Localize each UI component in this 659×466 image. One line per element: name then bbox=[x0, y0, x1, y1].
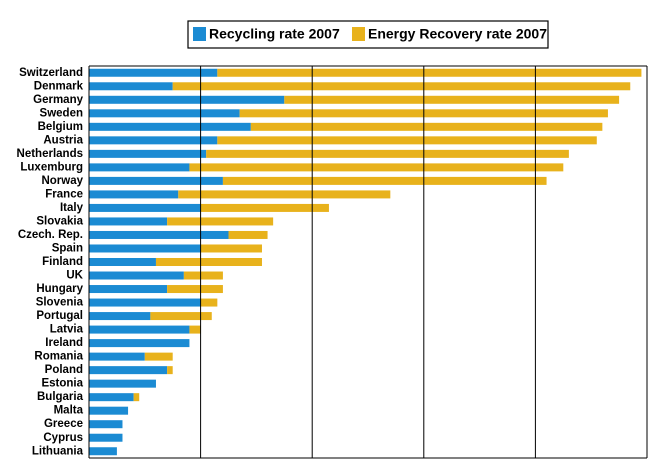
y-tick-label: Austria bbox=[43, 134, 83, 146]
legend-label: Recycling rate 2007 bbox=[209, 26, 340, 42]
bar bbox=[89, 433, 123, 442]
bar bbox=[89, 258, 156, 266]
bar bbox=[89, 298, 201, 307]
y-tick-label: Netherlands bbox=[17, 148, 83, 160]
y-tick-label: Romania bbox=[34, 351, 83, 363]
bar bbox=[89, 163, 190, 172]
bar bbox=[155, 258, 262, 266]
bar bbox=[89, 217, 168, 226]
y-tick-label: Greece bbox=[44, 418, 83, 430]
bar bbox=[200, 298, 218, 307]
bar bbox=[217, 136, 597, 145]
bar bbox=[89, 244, 201, 253]
y-tick-label: Belgium bbox=[38, 121, 83, 133]
y-tick-label: Malta bbox=[54, 405, 84, 417]
bar bbox=[250, 122, 603, 131]
bar bbox=[89, 176, 223, 185]
bar bbox=[89, 230, 229, 239]
bar bbox=[89, 420, 123, 429]
legend-swatch bbox=[352, 27, 365, 41]
y-tick-label: Slovenia bbox=[36, 297, 84, 309]
bar bbox=[89, 366, 168, 375]
y-tick-label: Ireland bbox=[45, 337, 83, 349]
legend-label: Energy Recovery rate 2007 bbox=[368, 26, 547, 42]
bar bbox=[150, 312, 212, 321]
bar bbox=[222, 176, 547, 185]
y-tick-label: France bbox=[45, 188, 83, 200]
y-tick-label: Switzerland bbox=[19, 67, 83, 79]
bar bbox=[206, 149, 569, 158]
legend-box bbox=[187, 20, 549, 49]
bar bbox=[167, 285, 223, 294]
bar bbox=[178, 190, 391, 199]
bar bbox=[89, 406, 129, 415]
y-tick-label: Germany bbox=[33, 94, 83, 106]
bar bbox=[183, 271, 223, 280]
y-tick-label: Cyprus bbox=[43, 432, 83, 444]
bar bbox=[89, 379, 156, 388]
y-tick-label: Portugal bbox=[36, 310, 83, 322]
bar bbox=[89, 82, 173, 91]
y-tick-label: Poland bbox=[45, 364, 83, 376]
bar bbox=[89, 122, 251, 131]
bar bbox=[89, 447, 117, 456]
bar bbox=[89, 339, 190, 348]
y-tick-label: Italy bbox=[60, 202, 84, 214]
bar bbox=[89, 312, 151, 321]
bar bbox=[284, 95, 620, 104]
bar bbox=[89, 393, 134, 402]
y-tick-label: Hungary bbox=[36, 283, 83, 295]
bar bbox=[189, 325, 201, 334]
y-tick-label: Lithuania bbox=[32, 445, 84, 457]
bar bbox=[133, 393, 140, 402]
bar bbox=[89, 149, 207, 158]
y-tick-label: Spain bbox=[52, 243, 83, 255]
bar bbox=[89, 68, 218, 77]
bar bbox=[89, 325, 190, 334]
y-tick-label: Slovakia bbox=[36, 215, 83, 227]
bar bbox=[89, 95, 285, 104]
y-tick-label: UK bbox=[66, 270, 83, 282]
y-tick-label: Finland bbox=[42, 256, 83, 268]
bar bbox=[217, 68, 642, 77]
y-tick-label: Latvia bbox=[50, 324, 84, 336]
bar bbox=[89, 271, 184, 280]
y-tick-label: Estonia bbox=[41, 378, 83, 390]
bar bbox=[89, 285, 168, 294]
y-tick-label: Sweden bbox=[40, 107, 83, 119]
bar bbox=[200, 203, 329, 212]
bar bbox=[89, 203, 201, 212]
y-tick-label: Denmark bbox=[34, 80, 84, 92]
bar bbox=[228, 230, 268, 239]
bar bbox=[167, 366, 173, 375]
bar bbox=[89, 190, 179, 199]
bar bbox=[89, 109, 240, 118]
y-tick-label: Luxemburg bbox=[20, 161, 83, 173]
bar bbox=[200, 244, 262, 253]
y-tick-label: Bulgaria bbox=[37, 391, 84, 403]
y-tick-label: Norway bbox=[41, 175, 83, 187]
bar bbox=[89, 136, 218, 145]
bar bbox=[167, 217, 274, 226]
legend-swatch bbox=[193, 27, 206, 41]
bar bbox=[189, 163, 564, 172]
bar bbox=[89, 352, 145, 361]
bar bbox=[172, 82, 631, 91]
y-tick-label: Czech. Rep. bbox=[18, 229, 83, 241]
bar bbox=[144, 352, 173, 361]
